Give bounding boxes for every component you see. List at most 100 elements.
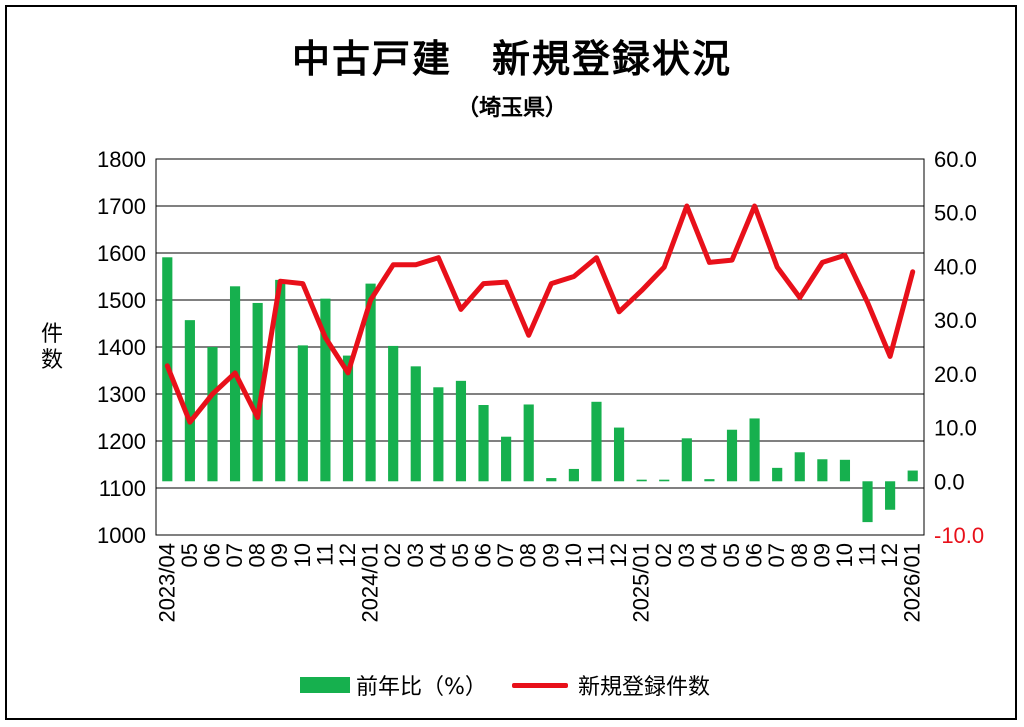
x-tick-label: 06 <box>199 543 224 567</box>
right-tick-label: 40.0 <box>934 254 977 279</box>
line-point <box>550 283 552 285</box>
x-tick-label: 08 <box>787 543 812 567</box>
x-tick-label: 03 <box>403 543 428 567</box>
x-tick-label: 12 <box>335 543 360 567</box>
right-tick-label: 50.0 <box>934 201 977 226</box>
bar <box>862 481 873 523</box>
line-point <box>912 271 914 273</box>
left-tick-label: 1100 <box>99 476 146 501</box>
line-series <box>164 203 916 425</box>
left-tick-label: 1200 <box>97 429 146 454</box>
legend-bar-label: 前年比（%） <box>356 675 487 700</box>
line-point <box>166 365 168 367</box>
bar <box>229 286 241 482</box>
x-tick-label: 2024/01 <box>358 543 383 623</box>
x-tick-label: 11 <box>855 543 880 566</box>
right-tick-label: 20.0 <box>934 362 977 387</box>
x-tick-label: 03 <box>674 543 699 567</box>
line-point <box>324 337 326 339</box>
bar <box>568 468 579 482</box>
bar <box>297 345 308 482</box>
x-tick-label: 10 <box>832 543 857 567</box>
x-tick-label: 12 <box>877 543 902 567</box>
bar <box>591 401 602 482</box>
left-tick-label: 1300 <box>97 382 146 407</box>
right-tick-label: 0.0 <box>934 469 965 494</box>
bar <box>501 436 512 482</box>
line-point <box>234 372 236 374</box>
x-tick-label: 07 <box>764 543 789 567</box>
x-tick-label: 02 <box>651 543 676 567</box>
legend-line-swatch <box>512 682 568 688</box>
bar <box>342 355 354 482</box>
line-point <box>279 280 281 282</box>
bar <box>275 279 286 482</box>
left-tick-label: 1600 <box>97 241 146 266</box>
x-tick-label: 09 <box>538 543 563 567</box>
line-point <box>415 264 417 266</box>
bar <box>907 470 918 482</box>
bar <box>817 459 828 482</box>
bar <box>546 478 557 482</box>
line-point <box>663 266 665 268</box>
line-point <box>505 281 507 283</box>
left-tick-label: 1400 <box>97 335 146 360</box>
legend-item-bar: 前年比（%） <box>300 672 487 700</box>
x-tick-label: 11 <box>312 543 337 566</box>
x-tick-label: 2026/01 <box>900 543 925 623</box>
x-tick-label: 04 <box>425 543 450 567</box>
x-tick-label: 05 <box>448 543 473 567</box>
bar <box>252 302 263 482</box>
line-point <box>347 372 349 374</box>
x-tick-label: 2023/04 <box>154 543 179 623</box>
bar <box>388 345 399 482</box>
bar <box>726 429 738 482</box>
line-point <box>686 205 688 207</box>
bar <box>885 481 896 510</box>
bar <box>772 467 783 482</box>
line-point <box>392 264 394 266</box>
x-tick-label: 09 <box>809 543 834 567</box>
line-point <box>302 283 304 285</box>
y-axis-label: 件 数 <box>38 322 66 374</box>
x-tick-label: 10 <box>561 543 586 567</box>
x-tick-label: 05 <box>719 543 744 567</box>
x-tick-label: 04 <box>696 543 721 567</box>
legend-bar-swatch <box>300 677 350 693</box>
bar <box>704 479 715 482</box>
bar <box>636 479 647 482</box>
line-point <box>528 334 530 336</box>
line-point <box>799 297 801 299</box>
line-point <box>460 308 462 310</box>
x-tick-label: 08 <box>516 543 541 567</box>
x-tick-label: 06 <box>471 543 496 567</box>
bar <box>749 418 760 482</box>
bar <box>523 404 534 482</box>
right-tick-label: -10.0 <box>934 523 984 548</box>
left-tick-label: 1000 <box>97 523 146 548</box>
x-tick-label: 12 <box>606 543 631 567</box>
bar <box>410 366 421 482</box>
line-point <box>573 276 575 277</box>
bar <box>478 405 489 482</box>
line-point <box>754 205 756 207</box>
chart-title: 中古戸建 新規登録状況 <box>291 37 732 81</box>
bar <box>320 298 331 482</box>
x-tick-label: 07 <box>493 543 518 567</box>
bar <box>613 427 625 482</box>
line-point <box>731 259 733 261</box>
right-tick-label: 60.0 <box>934 147 977 172</box>
x-tick-label: 08 <box>245 543 270 567</box>
x-tick-label: 10 <box>290 543 315 567</box>
line-point <box>641 290 643 292</box>
right-tick-label: 10.0 <box>934 416 977 441</box>
bar <box>659 479 670 482</box>
chart-frame <box>5 5 1017 720</box>
x-tick-label: 11 <box>583 543 608 566</box>
y-axis-label-char-2: 数 <box>40 348 63 373</box>
left-tick-label: 1800 <box>97 147 146 172</box>
y-axis-label-char-1: 件 <box>40 322 63 347</box>
x-tick-label: 05 <box>177 543 202 567</box>
x-tick-label: 07 <box>222 543 247 567</box>
